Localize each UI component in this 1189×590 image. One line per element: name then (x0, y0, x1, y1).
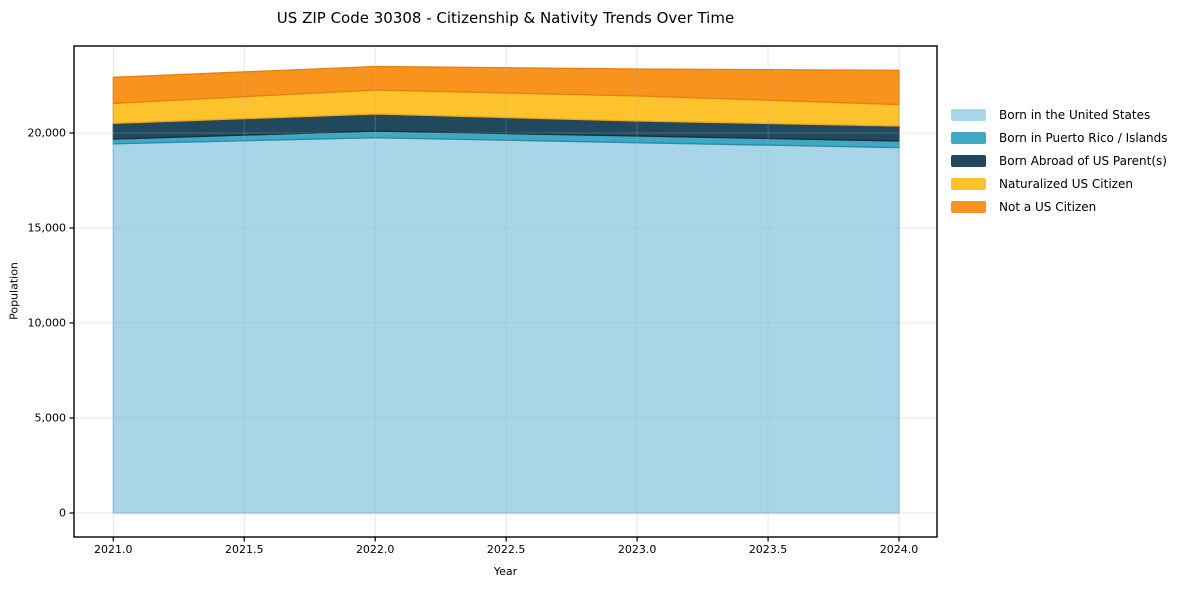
legend-item: Born Abroad of US Parent(s) (951, 153, 1168, 168)
legend-item: Born in Puerto Rico / Islands (951, 130, 1168, 145)
y-tick-label: 0 (59, 506, 66, 520)
x-tick-label: 2022.0 (355, 543, 395, 556)
legend-label: Born Abroad of US Parent(s) (999, 153, 1167, 168)
x-axis-label: Year (493, 565, 518, 578)
x-tick-label: 2024.0 (879, 543, 919, 556)
x-tick-label: 2022.5 (486, 543, 526, 556)
legend-swatch (951, 131, 986, 144)
legend-label: Naturalized US Citizen (999, 176, 1133, 191)
legend-swatch (951, 200, 986, 213)
legend-swatch (951, 154, 986, 167)
x-tick-label: 2023.5 (748, 543, 788, 556)
legend-swatch (951, 177, 986, 190)
legend-swatch (951, 108, 986, 121)
legend-label: Born in Puerto Rico / Islands (999, 130, 1168, 145)
y-tick-label: 5,000 (34, 411, 67, 425)
y-tick-label: 20,000 (27, 126, 67, 140)
x-tick-label: 2021.5 (224, 543, 264, 556)
legend-item: Naturalized US Citizen (951, 176, 1168, 191)
x-tick-label: 2023.0 (617, 543, 657, 556)
legend-item: Born in the United States (951, 107, 1168, 122)
legend-label: Born in the United States (999, 107, 1151, 122)
legend: Born in the United States Born in Puerto… (951, 107, 1168, 214)
legend-label: Not a US Citizen (999, 199, 1097, 214)
y-tick-label: 10,000 (27, 316, 67, 330)
y-tick-label: 15,000 (27, 221, 67, 235)
y-axis-label: Population (7, 262, 21, 320)
x-tick-label: 2021.0 (94, 543, 133, 556)
chart-title: US ZIP Code 30308 - Citizenship & Nativi… (276, 9, 735, 27)
legend-item: Not a US Citizen (951, 199, 1168, 214)
